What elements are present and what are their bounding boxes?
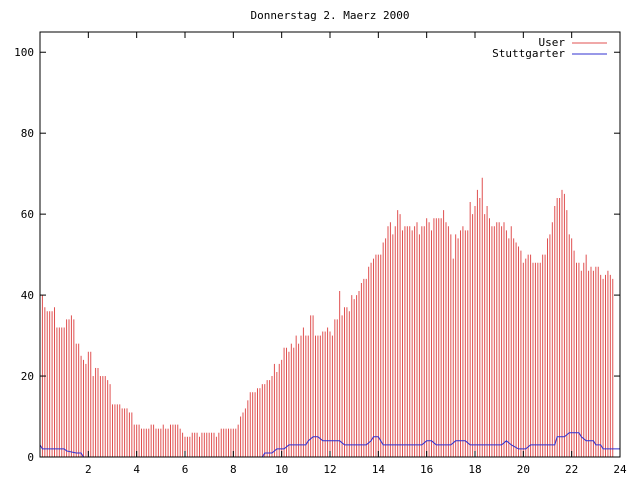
x-tick-label: 8 [230, 463, 237, 476]
x-tick-label: 4 [133, 463, 140, 476]
legend: User Stuttgarter [492, 36, 607, 60]
user-series-bars [39, 177, 614, 457]
legend-label-stuttgarter: Stuttgarter [492, 47, 565, 60]
y-axis: 0 20 40 60 80 100 [14, 46, 620, 464]
x-tick-label: 18 [468, 463, 481, 476]
x-tick-label: 2 [85, 463, 92, 476]
stuttgarter-series-line [39, 432, 620, 458]
x-tick-label: 20 [517, 463, 530, 476]
x-tick-label: 24 [613, 463, 627, 476]
x-tick-label: 22 [565, 463, 578, 476]
legend-label-user: User [539, 36, 566, 49]
y-tick-label: 80 [21, 127, 34, 140]
y-tick-label: 40 [21, 289, 34, 302]
x-tick-label: 12 [323, 463, 336, 476]
x-tick-label: 10 [275, 463, 288, 476]
y-tick-label: 60 [21, 208, 34, 221]
y-tick-label: 20 [21, 370, 34, 383]
y-tick-label: 100 [14, 46, 34, 59]
x-tick-label: 14 [372, 463, 386, 476]
chart-title: Donnerstag 2. Maerz 2000 [251, 9, 410, 22]
y-tick-label: 0 [27, 451, 34, 464]
x-axis: 2 4 6 8 10 12 14 16 18 20 22 24 [85, 32, 627, 476]
x-tick-label: 16 [420, 463, 433, 476]
x-tick-label: 6 [182, 463, 189, 476]
